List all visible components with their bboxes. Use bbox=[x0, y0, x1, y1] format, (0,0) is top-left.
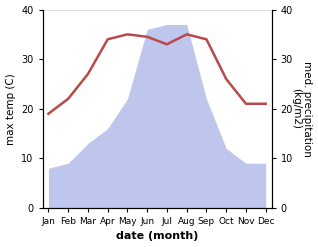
X-axis label: date (month): date (month) bbox=[116, 231, 198, 242]
Y-axis label: med. precipitation
(kg/m2): med. precipitation (kg/m2) bbox=[291, 61, 313, 157]
Y-axis label: max temp (C): max temp (C) bbox=[5, 73, 16, 144]
